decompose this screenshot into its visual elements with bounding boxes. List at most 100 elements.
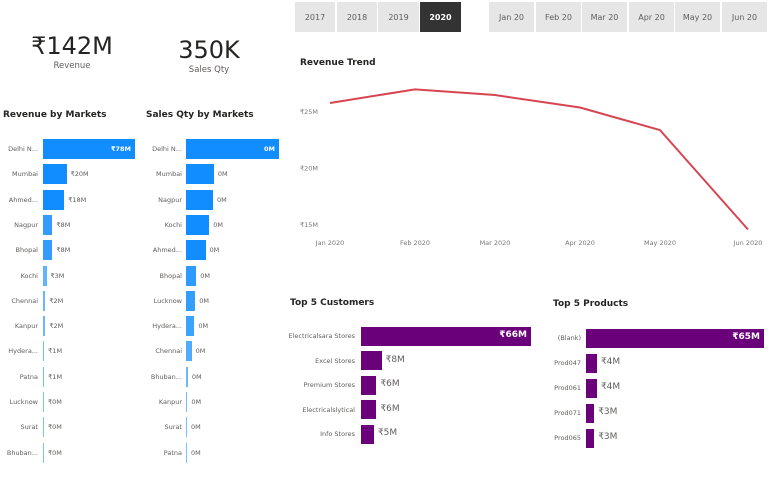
month-slicer-item[interactable]: Jan 20: [489, 2, 534, 32]
bar[interactable]: [361, 375, 377, 395]
month-slicer-item[interactable]: May 20: [675, 2, 720, 32]
year-slicer-2017[interactable]: 2017: [295, 2, 335, 32]
data-label: ₹65M: [732, 332, 760, 342]
category-label: Hydera...: [8, 347, 38, 356]
bar[interactable]: [186, 341, 192, 362]
bar[interactable]: [186, 139, 279, 159]
bar[interactable]: [361, 400, 377, 419]
bar[interactable]: [43, 417, 44, 438]
bar[interactable]: [43, 316, 46, 337]
category-label: Delhi N...: [8, 145, 38, 153]
bar[interactable]: [43, 290, 46, 311]
bar[interactable]: [186, 164, 214, 185]
bar[interactable]: [186, 366, 188, 387]
bar[interactable]: [43, 164, 67, 185]
bar[interactable]: [586, 328, 764, 348]
data-label: ₹18M: [68, 195, 87, 204]
data-label: 0M: [217, 170, 228, 179]
category-label: Prod065: [554, 434, 581, 442]
chart-title: Revenue Trend: [300, 58, 376, 68]
y-tick-label: ₹20M: [300, 165, 318, 173]
kpi-label: Revenue: [53, 61, 91, 71]
category-label: Chennai: [11, 296, 38, 305]
chart-title: Sales Qty by Markets: [146, 110, 254, 120]
bar[interactable]: [186, 189, 213, 210]
bar[interactable]: [586, 353, 597, 373]
category-label: Bhuban...: [150, 372, 182, 381]
data-label: 0M: [200, 271, 210, 280]
category-label: Nagpur: [158, 195, 182, 204]
bar[interactable]: [186, 290, 196, 311]
category-label: Electricalsara Stores: [288, 332, 355, 340]
data-label: ₹1M: [48, 372, 63, 381]
bar[interactable]: [43, 139, 135, 159]
month-slicer-item[interactable]: Feb 20: [536, 2, 581, 32]
bar[interactable]: [186, 316, 195, 337]
data-label: ₹2M: [49, 296, 64, 305]
category-label: Excel Stores: [315, 356, 355, 365]
bar[interactable]: [361, 326, 531, 346]
data-label: ₹3M: [50, 271, 65, 280]
category-label: Hydera...: [152, 322, 182, 331]
data-label: ₹4M: [600, 357, 621, 367]
category-label: Surat: [164, 423, 182, 432]
bar[interactable]: [361, 424, 374, 444]
data-label: ₹1M: [48, 347, 63, 356]
x-tick-label: Feb 2020: [400, 239, 430, 247]
bar[interactable]: [43, 240, 53, 261]
bar[interactable]: [186, 417, 187, 438]
year-slicer-2018[interactable]: 2018: [337, 2, 377, 32]
data-label: ₹2M: [49, 322, 64, 331]
data-label: ₹8M: [56, 246, 71, 255]
bar[interactable]: [586, 378, 597, 398]
kpi-value: 350K: [178, 36, 240, 64]
x-tick-label: Apr 2020: [565, 239, 595, 247]
data-label: ₹20M: [70, 170, 89, 179]
data-label: 0M: [213, 220, 223, 229]
category-label: Premium Stores: [303, 381, 355, 389]
bar[interactable]: [186, 265, 197, 286]
bar[interactable]: [186, 392, 188, 412]
bar[interactable]: [186, 214, 210, 235]
category-label: Bhuban...: [6, 448, 38, 457]
bar[interactable]: [43, 366, 45, 387]
x-tick-label: Jun 2020: [733, 239, 763, 247]
revenue-trend-line[interactable]: [329, 88, 749, 231]
month-slicer-item[interactable]: Jun 20: [722, 2, 767, 32]
category-label: Prod061: [554, 384, 581, 392]
data-label: 0M: [198, 322, 209, 331]
bar[interactable]: [43, 392, 44, 412]
category-label: Lucknow: [9, 398, 38, 406]
bar[interactable]: [43, 442, 44, 463]
year-slicer-2020[interactable]: 2020: [420, 2, 461, 32]
bar[interactable]: [586, 428, 595, 448]
data-label: ₹8M: [385, 354, 405, 365]
bar[interactable]: [361, 351, 382, 370]
bar[interactable]: [186, 442, 187, 463]
bar[interactable]: [586, 403, 595, 423]
category-label: Patna: [163, 448, 182, 457]
data-label: ₹3M: [598, 432, 618, 442]
bar[interactable]: [186, 240, 206, 261]
category-label: Bhopal: [15, 246, 38, 255]
kpi-sales-qty: 350K Sales Qty: [139, 36, 279, 75]
chart-title: Top 5 Products: [553, 299, 629, 309]
year-slicer-2019[interactable]: 2019: [378, 2, 419, 32]
bar[interactable]: [43, 265, 47, 286]
data-label: 0M: [191, 448, 201, 457]
category-label: Chennai: [155, 347, 182, 356]
data-label: ₹66M: [499, 330, 527, 340]
y-tick-label: ₹25M: [300, 108, 318, 116]
bar[interactable]: [43, 189, 65, 210]
data-label: ₹0M: [48, 448, 62, 457]
category-label: Nagpur: [14, 220, 38, 229]
month-slicer-item[interactable]: Apr 20: [629, 2, 674, 32]
bar[interactable]: [43, 214, 53, 235]
data-label: ₹3M: [598, 407, 618, 417]
month-slicer-item[interactable]: Mar 20: [582, 2, 627, 32]
data-label: 0M: [209, 246, 220, 255]
data-label: ₹6M: [380, 403, 400, 414]
data-label: ₹0M: [48, 398, 62, 406]
bar[interactable]: [43, 341, 45, 362]
category-label: Ahmed...: [152, 246, 182, 255]
